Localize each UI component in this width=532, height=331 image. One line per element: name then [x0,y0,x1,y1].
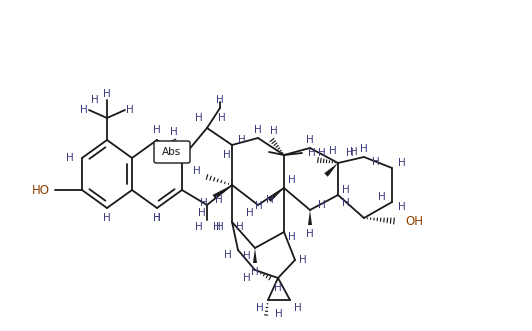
Text: H: H [91,95,99,105]
Text: H: H [216,222,224,232]
Text: H: H [224,250,232,260]
Text: H: H [195,222,203,232]
Text: H: H [216,95,224,105]
Text: H: H [200,198,208,208]
Text: H: H [238,135,246,145]
Text: H: H [378,192,386,202]
Text: Abs: Abs [162,147,181,157]
Text: H: H [103,89,111,99]
Text: H: H [266,195,274,205]
Text: H: H [372,157,380,167]
Text: H: H [318,200,326,210]
Text: H: H [288,232,296,242]
Text: H: H [126,105,134,115]
Polygon shape [268,188,284,202]
Text: H: H [215,195,223,205]
Text: H: H [251,267,259,277]
Text: H: H [243,273,251,283]
Text: H: H [398,158,406,168]
Text: H: H [308,148,316,158]
Text: H: H [213,222,221,232]
Text: H: H [218,113,226,123]
Text: H: H [270,126,278,136]
Text: H: H [193,166,201,176]
Text: H: H [153,213,161,223]
Text: H: H [329,146,337,156]
Text: H: H [255,201,263,211]
Text: H: H [398,202,406,212]
Text: H: H [360,144,368,154]
Text: H: H [306,135,314,145]
Text: H: H [198,208,206,218]
Text: H: H [274,283,282,293]
Text: H: H [153,213,161,223]
Polygon shape [324,163,338,177]
Polygon shape [213,185,232,199]
Text: OH: OH [405,214,423,227]
Text: H: H [318,148,326,158]
Text: H: H [288,175,296,185]
Text: H: H [299,255,307,265]
Text: H: H [254,125,262,135]
Text: H: H [195,113,203,123]
Text: H: H [103,213,111,223]
Text: H: H [350,147,358,157]
Text: H: H [306,229,314,239]
FancyBboxPatch shape [154,141,190,163]
Text: H: H [66,153,74,163]
Polygon shape [253,248,257,263]
Text: HO: HO [32,183,50,197]
Text: H: H [342,185,350,195]
Polygon shape [308,210,312,225]
Text: H: H [236,222,244,232]
Text: H: H [246,208,254,218]
Text: H: H [223,150,231,160]
Text: H: H [342,198,350,208]
Text: H: H [80,105,88,115]
Text: H: H [256,303,264,313]
Text: H: H [275,309,283,319]
Text: H: H [153,125,161,135]
Text: H: H [346,148,354,158]
Text: H: H [294,303,302,313]
Text: H: H [170,127,178,137]
Text: H: H [243,251,251,261]
